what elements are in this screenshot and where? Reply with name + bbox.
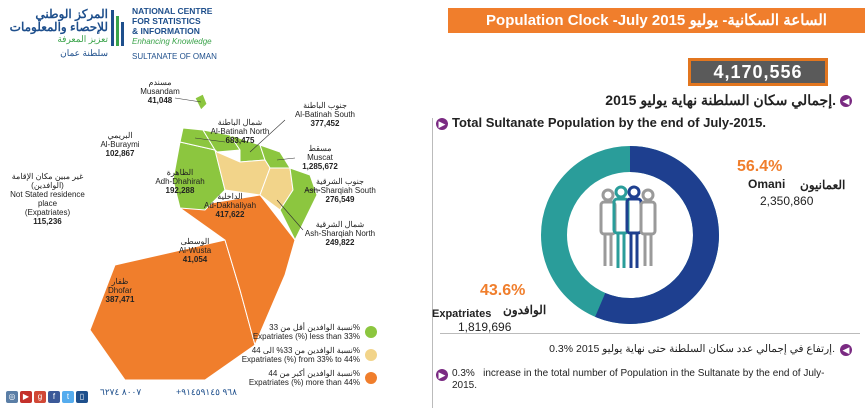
logo-en-tagline: Enhancing Knowledge xyxy=(132,37,212,46)
map-label-dhofar: ظفار Dhofar 387,471 xyxy=(105,277,135,304)
map-label-sharqiah-north: شمال الشرقية Ash-Sharqiah North 249,822 xyxy=(304,220,376,247)
arrow-right-icon: ▶ xyxy=(436,369,448,381)
legend-dot-high xyxy=(365,372,377,384)
facebook-icon[interactable]: f xyxy=(48,391,60,403)
google-plus-icon[interactable]: g xyxy=(34,391,46,403)
legend-item-low: نسبة الوافدين أقل من 33% Expatriates (%) … xyxy=(252,323,360,341)
total-label-ar: إجمالي سكان السلطنة نهاية يوليو 2015. xyxy=(605,92,836,108)
page-title: Population Clock -July 2015 الساعة السكا… xyxy=(448,8,865,33)
expat-percent: 43.6% xyxy=(480,282,526,299)
people-icon xyxy=(599,185,657,268)
omani-value: 2,350,860 xyxy=(760,194,814,208)
legend-dot-low xyxy=(365,326,377,338)
omani-label-ar: العمانيون xyxy=(800,178,846,192)
logo-en-line3: & INFORMATION xyxy=(132,26,200,36)
increase-text-en: 0.3% increase in the total number of Pop… xyxy=(452,368,847,392)
arrow-right-icon: ▶ xyxy=(436,118,448,130)
not-stated-ar: غير مبين مكان الإقامة (الوافدين) xyxy=(11,172,84,190)
donut-omani-segment xyxy=(541,146,719,324)
instagram-icon[interactable]: ◎ xyxy=(6,391,18,403)
expat-label-ar: الوافدون xyxy=(503,303,547,317)
increase-description: increase in the total number of Populati… xyxy=(452,368,825,391)
map-region-batinah-north xyxy=(202,129,241,153)
population-counter-value: 4,170,556 xyxy=(691,61,825,83)
logo-en-line1: NATIONAL CENTRE xyxy=(132,6,213,16)
increase-text-ar: 0.3% إرتفاع في إجمالي عدد سكان السلطنة ح… xyxy=(549,343,835,355)
map-label-ad-dakhaliyah: الداخلية Ad-Dakhaliyah 417,622 xyxy=(203,192,257,219)
map-leader-lines xyxy=(174,97,320,231)
logo-english-name: NATIONAL CENTRE FOR STATISTICS & INFORMA… xyxy=(132,6,272,36)
divider-horizontal xyxy=(440,333,860,334)
map-label-musandam: مسندم Musandam 41,048 xyxy=(140,78,180,105)
map-region-al-wusta xyxy=(178,194,296,347)
omani-label-en: Omani xyxy=(748,177,786,191)
logo-ar-line2: للإحصاء والمعلومات xyxy=(9,20,108,34)
not-stated-en1: Not Stated residence place xyxy=(10,190,85,208)
footer-phone-2: +٩٦٨ ٩١٤٥٩١٤٥ xyxy=(176,387,237,397)
arrow-left-icon: ◀ xyxy=(840,344,852,356)
population-donut-chart xyxy=(541,146,719,324)
divider-vertical xyxy=(432,118,433,408)
legend-item-high: نسبة الوافدين أكبر من 44% Expatriates (%)… xyxy=(248,369,360,387)
mobile-icon[interactable]: ▯ xyxy=(76,391,88,403)
expat-value: 1,819,696 xyxy=(458,320,512,334)
total-label-en: Total Sultanate Population by the end of… xyxy=(452,115,766,130)
logo-arabic-name: المركز الوطني للإحصاء والمعلومات xyxy=(8,8,108,34)
logo-en-line2: FOR STATISTICS xyxy=(132,16,201,26)
twitter-icon[interactable]: t xyxy=(62,391,74,403)
expat-label-en: Expatriates xyxy=(432,308,492,320)
omani-percent: 56.4% xyxy=(737,158,783,175)
logo-ar-country: سلطنة عمان xyxy=(60,48,108,58)
map-label-sharqiah-south: جنوب الشرقية Ash-Sharqiah South 276,549 xyxy=(304,177,376,204)
map-label-al-buraymi: البريمي Al-Buraymi 102,867 xyxy=(100,131,140,158)
map-label-al-wusta: الوسطى Al-Wusta 41,054 xyxy=(178,237,212,264)
increase-percent: 0.3% xyxy=(452,368,475,379)
map-label-batinah-north: شمال الباطنة Al-Batinah North 683,475 xyxy=(210,118,270,145)
logo-ar-line1: المركز الوطني xyxy=(35,7,108,21)
youtube-icon[interactable]: ▶ xyxy=(20,391,32,403)
footer-phone-1: ٨٠٠٧ ٦٢٧٤ xyxy=(100,387,142,397)
not-stated-value: 115,236 xyxy=(33,217,62,226)
not-stated-residence: غير مبين مكان الإقامة (الوافدين) Not Sta… xyxy=(0,172,95,226)
oman-map xyxy=(89,93,320,381)
map-label-muscat: مسقط Muscat 1,285,672 xyxy=(302,144,338,171)
ncsi-logo-icon xyxy=(111,10,124,46)
not-stated-en2: (Expatriates) xyxy=(24,208,71,217)
legend-item-mid: نسبة الوافدين من 33% الى 44% Expatriates … xyxy=(241,346,360,364)
legend-dot-mid xyxy=(365,349,377,361)
map-label-batinah-south: جنوب الباطنة Al-Batinah South 377,452 xyxy=(294,101,356,128)
logo-en-country: SULTANATE OF OMAN xyxy=(132,52,217,61)
map-label-adh-dhahirah: الظاهرة Adh-Dhahirah 192,288 xyxy=(155,168,205,195)
map-region-sharqiah-south xyxy=(279,167,318,242)
arrow-left-icon: ◀ xyxy=(840,95,852,107)
social-icons: ◎ ▶ g f t ▯ xyxy=(6,386,90,404)
logo-ar-tagline: تعزيز المعرفة xyxy=(57,34,108,44)
